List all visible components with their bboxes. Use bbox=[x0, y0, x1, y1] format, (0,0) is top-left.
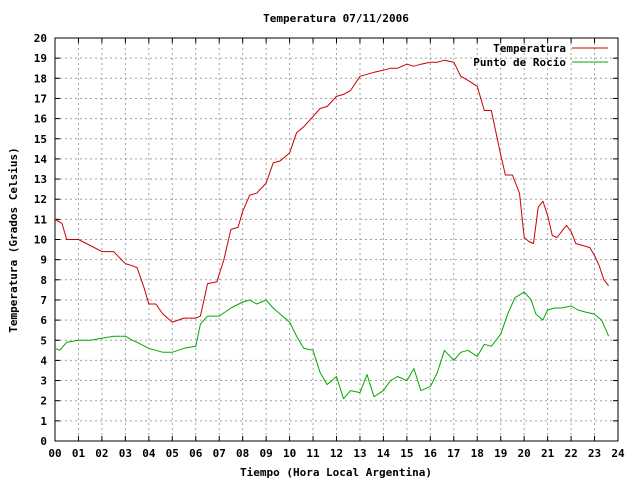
series-lines bbox=[54, 59, 610, 400]
y-tick-label: 19 bbox=[34, 52, 47, 65]
y-tick-label: 20 bbox=[34, 32, 47, 45]
x-tick-label: 21 bbox=[541, 447, 555, 460]
y-tick-label: 5 bbox=[40, 334, 47, 347]
y-tick-label: 16 bbox=[34, 113, 48, 126]
x-tick-label: 22 bbox=[564, 447, 577, 460]
y-tick-label: 18 bbox=[34, 72, 47, 85]
legend-label: Punto de Rocío bbox=[473, 56, 566, 69]
x-tick-label: 07 bbox=[213, 447, 226, 460]
y-tick-label: 15 bbox=[34, 133, 47, 146]
y-tick-label: 8 bbox=[40, 274, 47, 287]
x-tick-label: 15 bbox=[400, 447, 413, 460]
y-tick-label: 6 bbox=[40, 314, 47, 327]
plot-frame bbox=[54, 37, 619, 442]
x-tick-label: 02 bbox=[95, 447, 108, 460]
series-line-temperatura bbox=[54, 59, 609, 323]
y-tick-label: 17 bbox=[34, 92, 47, 105]
y-tick-label: 10 bbox=[34, 234, 47, 247]
y-tick-label: 11 bbox=[34, 213, 48, 226]
x-tick-label: 05 bbox=[166, 447, 179, 460]
y-tick-label: 4 bbox=[40, 354, 47, 367]
x-tick-label: 03 bbox=[119, 447, 132, 460]
x-tick-label: 00 bbox=[48, 447, 61, 460]
x-tick-label: 10 bbox=[283, 447, 296, 460]
chart-title: Temperatura 07/11/2006 bbox=[263, 12, 409, 25]
x-tick-label: 23 bbox=[588, 447, 601, 460]
y-tick-label: 1 bbox=[40, 415, 47, 428]
plot-border bbox=[54, 37, 619, 442]
y-tick-label: 0 bbox=[40, 435, 47, 448]
y-tick-label: 3 bbox=[40, 375, 47, 388]
x-tick-label: 14 bbox=[377, 447, 391, 460]
y-tick-label: 2 bbox=[40, 395, 47, 408]
x-tick-label: 19 bbox=[494, 447, 507, 460]
legend-label: Temperatura bbox=[493, 42, 566, 55]
series-line-punto-de-rocio bbox=[54, 291, 610, 400]
x-tick-label: 08 bbox=[236, 447, 249, 460]
y-tick-label: 7 bbox=[40, 294, 47, 307]
y-tick-label: 14 bbox=[34, 153, 48, 166]
x-tick-label: 17 bbox=[447, 447, 460, 460]
grid-lines bbox=[55, 38, 618, 441]
x-tick-label: 06 bbox=[189, 447, 203, 460]
x-tick-label: 01 bbox=[72, 447, 86, 460]
y-tick-label: 9 bbox=[40, 254, 47, 267]
x-tick-label: 24 bbox=[611, 447, 625, 460]
x-tick-label: 20 bbox=[518, 447, 531, 460]
y-tick-label: 13 bbox=[34, 173, 47, 186]
x-tick-label: 12 bbox=[330, 447, 343, 460]
x-tick-label: 13 bbox=[353, 447, 366, 460]
y-axis-label: Temperatura (Grados Celsius) bbox=[7, 147, 20, 332]
x-axis-label: Tiempo (Hora Local Argentina) bbox=[240, 466, 432, 479]
x-tick-label: 16 bbox=[424, 447, 438, 460]
x-tick-label: 04 bbox=[142, 447, 156, 460]
x-tick-label: 11 bbox=[306, 447, 320, 460]
x-tick-label: 09 bbox=[260, 447, 273, 460]
x-tick-label: 18 bbox=[471, 447, 484, 460]
y-tick-label: 12 bbox=[34, 193, 47, 206]
